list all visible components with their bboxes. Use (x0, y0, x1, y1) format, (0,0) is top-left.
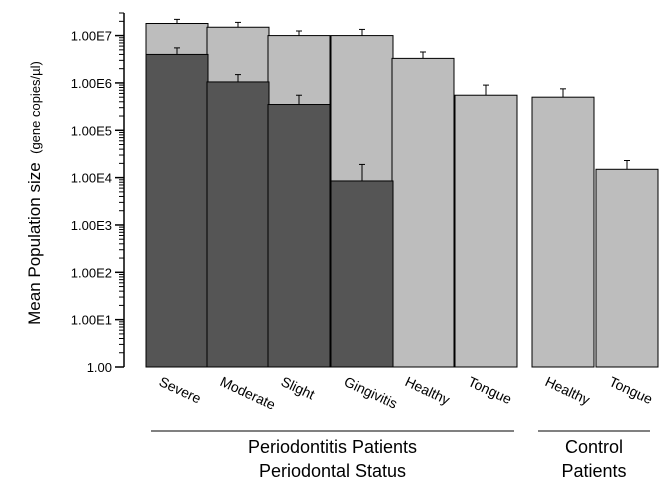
bar (454, 94, 518, 368)
bars (145, 23, 659, 368)
category-label: Gingivitis (342, 373, 400, 412)
category-label: Healthy (403, 373, 453, 408)
group-label-line1: Periodontitis Patients (248, 437, 417, 457)
bar (206, 81, 270, 368)
y-axis-label-main: Mean Population size (25, 162, 44, 325)
bar (145, 53, 209, 368)
error-bars (174, 18, 630, 181)
group-label-line2: Patients (561, 461, 626, 481)
y-axis-label: Mean Population size (gene copies/µl) (25, 61, 44, 325)
y-tick-label: 1.00E4 (71, 171, 112, 186)
y-axis-label-unit: (gene copies/µl) (28, 61, 43, 154)
y-axis: 1.00 1.00E1 1.00E2 1.00E3 1.00E4 1.00E5 1.00E6… (71, 12, 125, 375)
y-tick-label: 1.00 (87, 360, 112, 375)
bar (391, 57, 455, 368)
category-label: Moderate (218, 373, 279, 413)
bar (595, 168, 659, 368)
bar (330, 180, 394, 368)
y-tick-label: 1.00E5 (71, 123, 112, 138)
group-labels: Periodontitis Patients Periodontal Status… (151, 430, 650, 481)
category-labels: Severe Moderate Slight Gingivitis Healthy Ton… (157, 373, 656, 413)
y-tick-label: 1.00E1 (71, 313, 112, 328)
bar (531, 96, 595, 368)
category-label: Tongue (466, 373, 515, 407)
category-label: Healthy (543, 373, 593, 408)
y-tick-label: 1.00E6 (71, 76, 112, 91)
y-tick-label: 1.00E3 (71, 218, 112, 233)
y-tick-label: 1.00E7 (71, 29, 112, 44)
group-label-line2: Periodontal Status (259, 461, 406, 481)
bar (267, 104, 331, 368)
group-label-line1: Control (565, 437, 623, 457)
y-tick-label: 1.00E2 (71, 265, 112, 280)
category-label: Slight (279, 373, 318, 402)
category-label: Severe (157, 373, 204, 406)
category-label: Tongue (607, 373, 656, 407)
